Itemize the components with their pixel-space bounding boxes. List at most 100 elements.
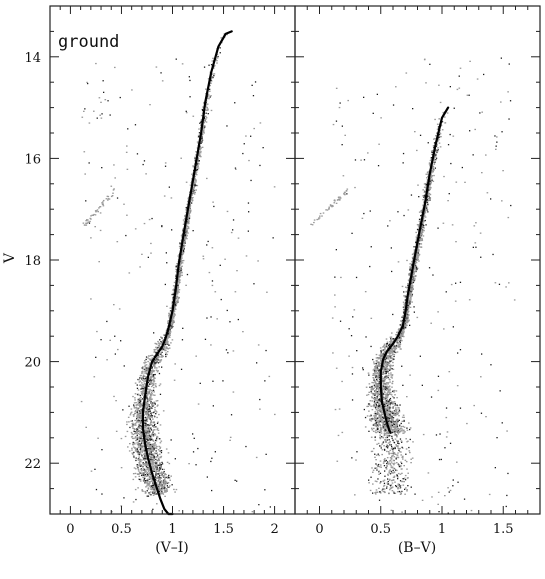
star-point xyxy=(144,482,146,484)
star-point xyxy=(194,179,196,182)
star-point xyxy=(392,338,394,340)
star-point xyxy=(145,460,147,463)
star-point xyxy=(199,152,202,154)
star-point xyxy=(143,375,145,377)
star-point xyxy=(198,155,201,157)
star-point xyxy=(138,398,141,401)
star-point xyxy=(207,78,210,80)
star-point xyxy=(107,198,110,200)
star-point xyxy=(151,369,154,371)
star-point xyxy=(163,468,165,471)
star-point xyxy=(159,339,161,341)
star-point xyxy=(386,344,388,346)
star-point xyxy=(148,408,150,410)
star-point xyxy=(178,289,181,291)
star-point xyxy=(111,195,114,197)
star-point xyxy=(96,330,98,333)
star-point xyxy=(436,143,438,145)
star-point xyxy=(93,110,95,112)
star-point xyxy=(199,122,201,124)
star-point xyxy=(158,372,161,375)
star-point xyxy=(171,229,173,231)
star-point xyxy=(191,197,193,199)
star-point xyxy=(87,221,89,223)
star-point xyxy=(152,494,155,496)
star-point xyxy=(113,304,115,306)
star-point xyxy=(179,263,182,265)
star-point xyxy=(145,356,148,358)
star-point xyxy=(160,343,163,345)
star-point xyxy=(154,383,157,385)
star-point xyxy=(141,473,144,476)
star-point xyxy=(146,472,149,474)
star-point xyxy=(145,403,148,405)
star-point xyxy=(95,211,97,213)
star-point xyxy=(397,407,399,409)
star-point xyxy=(182,246,185,248)
star-point xyxy=(157,464,159,466)
star-point xyxy=(143,473,145,475)
star-point xyxy=(155,471,157,474)
y-tick-label: 20 xyxy=(24,356,41,371)
star-point xyxy=(141,372,143,374)
star-point xyxy=(152,443,155,445)
star-point xyxy=(148,404,150,407)
star-point xyxy=(371,427,373,429)
star-point xyxy=(253,127,255,130)
star-point xyxy=(141,382,143,384)
star-point xyxy=(144,383,147,385)
star-point xyxy=(149,358,152,360)
star-point xyxy=(143,447,145,449)
star-point xyxy=(161,349,164,351)
star-point xyxy=(135,424,137,426)
star-point xyxy=(395,341,398,343)
star-point xyxy=(373,423,376,425)
star-point xyxy=(138,436,141,438)
star-point xyxy=(158,459,160,462)
star-point xyxy=(145,432,147,435)
star-point xyxy=(141,451,143,453)
star-point xyxy=(155,479,157,481)
star-point xyxy=(200,119,203,121)
star-point xyxy=(136,407,139,409)
star-point xyxy=(262,147,264,149)
star-point xyxy=(152,460,154,462)
star-point xyxy=(259,122,262,124)
star-point xyxy=(208,98,210,100)
star-point xyxy=(169,311,172,313)
star-point xyxy=(164,349,166,352)
star-point xyxy=(385,387,387,389)
star-point xyxy=(232,219,235,221)
star-point xyxy=(430,170,433,172)
star-point xyxy=(150,373,153,375)
star-point xyxy=(206,244,208,246)
star-point xyxy=(149,423,152,425)
star-point xyxy=(399,324,401,326)
star-point xyxy=(109,339,111,341)
star-point xyxy=(144,474,147,476)
star-point xyxy=(95,210,98,212)
star-point xyxy=(137,401,140,403)
star-point xyxy=(138,379,140,381)
star-point xyxy=(366,394,368,396)
star-point xyxy=(426,201,428,204)
star-point xyxy=(135,450,137,452)
star-point xyxy=(395,348,398,350)
star-point xyxy=(168,186,170,188)
star-point xyxy=(179,272,181,275)
star-point xyxy=(87,82,89,85)
star-point xyxy=(192,184,195,187)
star-point xyxy=(83,224,86,226)
star-point xyxy=(423,216,425,218)
star-point xyxy=(133,407,136,409)
star-point xyxy=(156,422,159,424)
star-point xyxy=(153,457,155,459)
star-point xyxy=(150,454,152,456)
star-point xyxy=(100,339,102,341)
star-point xyxy=(372,405,374,407)
star-point xyxy=(175,270,178,273)
star-point xyxy=(154,402,156,404)
star-point xyxy=(143,463,146,465)
star-point xyxy=(410,297,412,299)
star-point xyxy=(88,122,91,124)
